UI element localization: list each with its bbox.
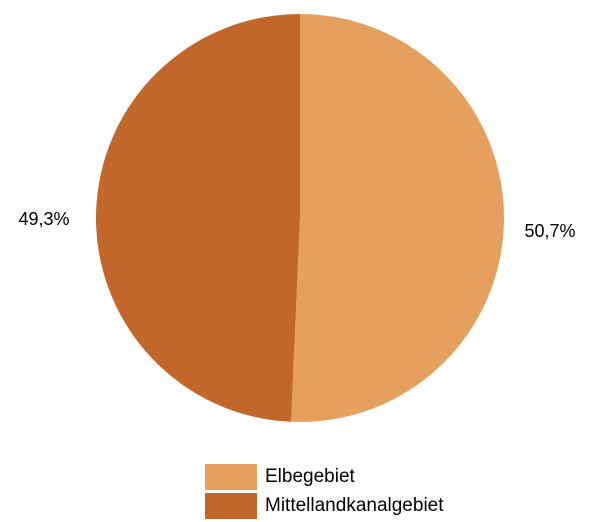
legend: Elbegebiet Mittellandkanalgebiet [205, 462, 444, 520]
slice-label-elbegebiet: 50,7% [524, 221, 575, 241]
pie-labels: 50,7% 49,3% [18, 209, 575, 241]
legend-label-mittellandkanalgebiet: Mittellandkanalgebiet [265, 494, 444, 516]
pie-slices [96, 13, 505, 423]
slice-label-mittellandkanalgebiet: 49,3% [18, 209, 69, 229]
pie-slice-mittellandkanalgebiet [96, 14, 300, 422]
pie-slice-elbegebiet [291, 13, 505, 423]
legend-label-elbegebiet: Elbegebiet [265, 465, 355, 487]
legend-item-mittellandkanalgebiet: Mittellandkanalgebiet [205, 491, 444, 520]
legend-swatch-mittellandkanalgebiet [205, 492, 257, 519]
legend-item-elbegebiet: Elbegebiet [205, 462, 444, 491]
legend-swatch-elbegebiet [205, 463, 257, 490]
